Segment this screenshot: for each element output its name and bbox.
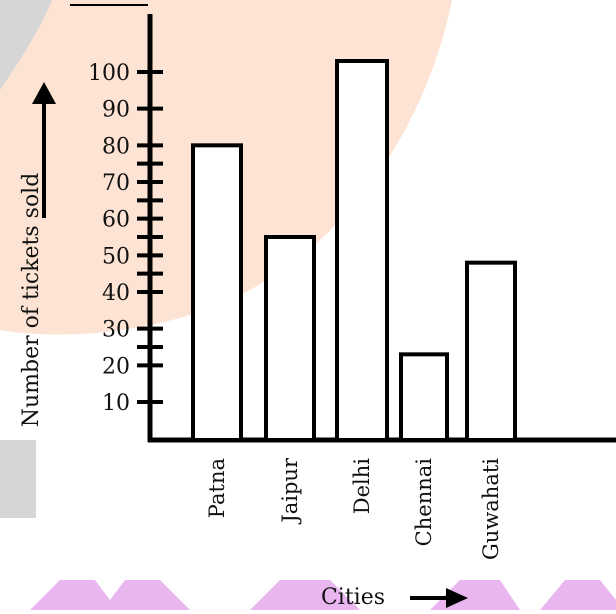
bar-jaipur (264, 235, 316, 442)
y-tick-label: 100 (88, 61, 130, 86)
x-axis-title: Cities (321, 585, 385, 610)
y-axis-ticks (137, 70, 163, 404)
y-tick-label: 70 (102, 171, 130, 196)
category-label-jaipur: Jaipur (278, 457, 302, 525)
y-tick-label: 30 (102, 318, 130, 343)
category-label-delhi: Delhi (350, 458, 374, 515)
category-label-guwahati: Guwahati (479, 458, 503, 560)
y-axis-title: Number of tickets sold (19, 173, 44, 428)
bar-guwahati (465, 260, 517, 442)
gray-block (0, 440, 36, 518)
x-axis-arrow-icon (410, 588, 468, 608)
bars (191, 59, 517, 443)
watermark-shape (30, 580, 616, 610)
bar-patna (191, 143, 243, 442)
bar-chennai (399, 352, 449, 443)
category-label-chennai: Chennai (412, 458, 436, 547)
y-tick-label: 60 (102, 208, 130, 233)
y-axis-tick-labels: 10 20 30 40 50 60 70 80 90 100 (88, 61, 130, 416)
y-tick-label: 80 (102, 134, 130, 159)
y-tick-label: 10 (102, 391, 130, 416)
y-tick-label: 90 (102, 98, 130, 123)
y-tick-label: 40 (102, 281, 130, 306)
y-tick-label: 20 (102, 354, 130, 379)
y-axis-arrow-icon (32, 82, 56, 218)
category-labels: Patna Jaipur Delhi Chennai Guwahati (205, 457, 503, 560)
gray-band (0, 0, 52, 90)
y-tick-label: 50 (102, 244, 130, 269)
bar-delhi (335, 59, 389, 442)
category-label-patna: Patna (205, 458, 229, 518)
